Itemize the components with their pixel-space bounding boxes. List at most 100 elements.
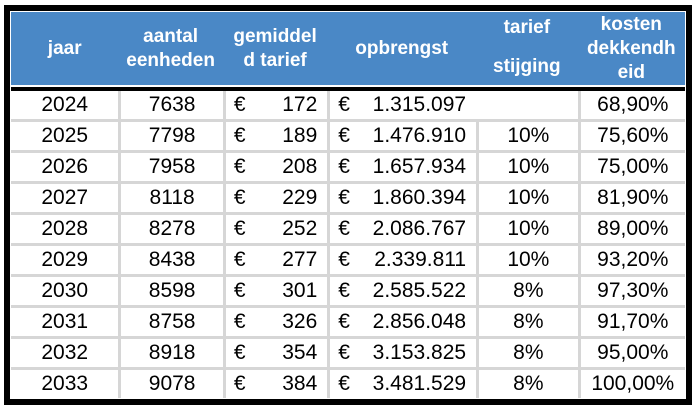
cell-gemiddeld-tarief: €252	[222, 215, 328, 243]
table-row: 2024 7638 €172 €1.315.097 68,90%	[11, 91, 685, 119]
euro-symbol: €	[338, 155, 350, 178]
column-header-opbrengst: opbrengst	[327, 12, 476, 85]
column-header-jaar: jaar	[11, 12, 118, 85]
euro-symbol: €	[338, 93, 350, 116]
cell-jaar: 2028	[11, 215, 119, 243]
cell-tarief-stijging: 8%	[476, 277, 578, 305]
header-line: d tarief	[243, 49, 307, 71]
euro-symbol: €	[338, 217, 350, 240]
cell-value: 354	[282, 341, 318, 364]
cell-kosten-dekkendheid: 81,90%	[577, 184, 685, 212]
cell-value: 3.481.529	[372, 372, 467, 395]
cell-kosten-dekkendheid: 95,00%	[577, 339, 685, 367]
cell-aantal-eenheden: 7798	[118, 122, 223, 150]
cell-opbrengst: €1.315.097	[327, 91, 477, 119]
header-line: tarief	[503, 17, 551, 38]
cell-aantal-eenheden: 9078	[118, 370, 223, 398]
cell-jaar: 2027	[11, 184, 119, 212]
cell-opbrengst: €3.481.529	[327, 370, 477, 398]
header-line: kosten	[600, 13, 662, 35]
table-row: 2029 8438 €277 €2.339.811 10% 93,20%	[11, 243, 685, 274]
tarieven-table: jaar aantal eenheden gemiddel d tarief o…	[4, 5, 692, 405]
cell-opbrengst: €1.657.934	[327, 153, 477, 181]
euro-symbol: €	[338, 372, 350, 395]
euro-symbol: €	[338, 341, 350, 364]
cell-opbrengst: €2.585.522	[327, 277, 477, 305]
euro-symbol: €	[338, 279, 350, 302]
table-row: 2025 7798 €189 €1.476.910 10% 75,60%	[11, 119, 685, 150]
cell-tarief-stijging: 10%	[476, 184, 578, 212]
euro-symbol: €	[233, 372, 246, 395]
cell-value: 1.657.934	[372, 155, 467, 178]
cell-jaar: 2026	[11, 153, 119, 181]
cell-jaar: 2029	[11, 246, 119, 274]
table-row: 2026 7958 €208 €1.657.934 10% 75,00%	[11, 150, 685, 181]
cell-value: 172	[282, 93, 318, 116]
table-row: 2028 8278 €252 €2.086.767 10% 89,00%	[11, 212, 685, 243]
cell-kosten-dekkendheid: 100,00%	[577, 370, 685, 398]
cell-kosten-dekkendheid: 93,20%	[577, 246, 685, 274]
cell-aantal-eenheden: 7638	[118, 91, 223, 119]
cell-value: 229	[282, 186, 318, 209]
cell-opbrengst: €1.476.910	[327, 122, 477, 150]
cell-gemiddeld-tarief: €277	[222, 246, 328, 274]
header-line: gemiddel	[233, 25, 317, 47]
cell-tarief-stijging: 8%	[476, 370, 578, 398]
cell-tarief-stijging: 8%	[476, 308, 578, 336]
cell-kosten-dekkendheid: 89,00%	[577, 215, 685, 243]
cell-value: 2.585.522	[372, 279, 467, 302]
cell-jaar: 2024	[11, 91, 119, 119]
euro-symbol: €	[233, 279, 246, 302]
cell-value: 2.856.048	[372, 310, 467, 333]
cell-tarief-stijging: 10%	[476, 153, 578, 181]
header-line: stijging	[493, 56, 561, 77]
header-line: eenheden	[126, 49, 215, 71]
cell-tarief-stijging	[476, 91, 578, 119]
column-header-tarief-stijging: tarief stijging	[476, 12, 577, 85]
cell-kosten-dekkendheid: 97,30%	[577, 277, 685, 305]
header-separator	[11, 87, 685, 91]
cell-jaar: 2031	[11, 308, 119, 336]
cell-gemiddeld-tarief: €208	[222, 153, 328, 181]
euro-symbol: €	[233, 124, 246, 147]
cell-kosten-dekkendheid: 91,70%	[577, 308, 685, 336]
euro-symbol: €	[233, 217, 246, 240]
cell-aantal-eenheden: 8918	[118, 339, 223, 367]
cell-jaar: 2030	[11, 277, 119, 305]
cell-value: 1.476.910	[372, 124, 467, 147]
cell-tarief-stijging: 10%	[476, 215, 578, 243]
table-row: 2030 8598 €301 €2.585.522 8% 97,30%	[11, 274, 685, 305]
cell-value: 3.153.825	[372, 341, 467, 364]
cell-value: 252	[282, 217, 318, 240]
table-row: 2032 8918 €354 €3.153.825 8% 95,00%	[11, 336, 685, 367]
euro-symbol: €	[233, 186, 246, 209]
euro-symbol: €	[338, 310, 350, 333]
cell-value: 301	[282, 279, 318, 302]
euro-symbol: €	[233, 93, 246, 116]
cell-value: 189	[282, 124, 318, 147]
column-header-gemiddeld-tarief: gemiddel d tarief	[223, 12, 327, 85]
cell-aantal-eenheden: 8118	[118, 184, 223, 212]
cell-value: 1.315.097	[372, 93, 467, 116]
cell-value: 277	[282, 248, 318, 271]
cell-gemiddeld-tarief: €172	[222, 91, 328, 119]
header-line: aantal	[143, 25, 199, 47]
cell-aantal-eenheden: 7958	[118, 153, 223, 181]
cell-gemiddeld-tarief: €384	[222, 370, 328, 398]
cell-gemiddeld-tarief: €301	[222, 277, 328, 305]
cell-value: 326	[282, 310, 318, 333]
cell-value: 384	[282, 372, 318, 395]
cell-gemiddeld-tarief: €354	[222, 339, 328, 367]
table-row: 2027 8118 €229 €1.860.394 10% 81,90%	[11, 181, 685, 212]
cell-aantal-eenheden: 8438	[118, 246, 223, 274]
cell-jaar: 2025	[11, 122, 119, 150]
cell-gemiddeld-tarief: €189	[222, 122, 328, 150]
table-row: 2033 9078 €384 €3.481.529 8% 100,00%	[11, 367, 685, 398]
cell-opbrengst: €2.856.048	[327, 308, 477, 336]
cell-value: 1.860.394	[372, 186, 467, 209]
cell-aantal-eenheden: 8278	[118, 215, 223, 243]
cell-opbrengst: €1.860.394	[327, 184, 477, 212]
euro-symbol: €	[338, 248, 350, 271]
cell-jaar: 2032	[11, 339, 119, 367]
euro-symbol: €	[233, 155, 246, 178]
